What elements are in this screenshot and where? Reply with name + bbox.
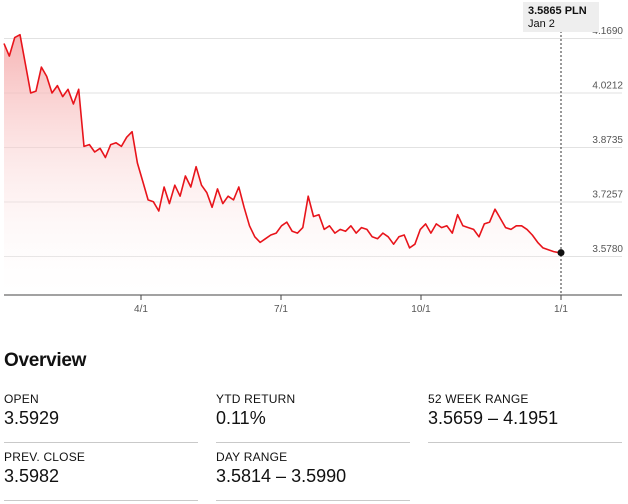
x-tick-label: 4/1 — [134, 304, 148, 315]
stat-label: OPEN — [4, 392, 39, 406]
stat-label: DAY RANGE — [216, 450, 288, 464]
stat-value: 3.5659 – 4.1951 — [428, 408, 559, 428]
stat-value: 3.5814 – 3.5990 — [216, 466, 347, 486]
x-tick-label: 1/1 — [554, 304, 568, 315]
y-tick-label: 4.0212 — [592, 81, 623, 92]
overview-heading: Overview — [4, 350, 87, 371]
x-axis-ticks: 4/1 7/1 10/1 1/1 — [134, 295, 568, 315]
price-tooltip: 3.5865 PLN Jan 2 — [523, 2, 599, 32]
stat-label: 52 WEEK RANGE — [428, 392, 529, 406]
x-tick-label: 10/1 — [411, 304, 431, 315]
stat-ytd-return: YTD RETURN 0.11% — [216, 392, 410, 443]
stat-day-range: DAY RANGE 3.5814 – 3.5990 — [216, 450, 410, 501]
price-area-fill — [4, 34, 559, 295]
y-tick-label: 3.8735 — [592, 135, 623, 146]
stat-prev-close: PREV. CLOSE 3.5982 — [4, 450, 198, 501]
tooltip-date: Jan 2 — [528, 18, 555, 30]
stat-value: 0.11% — [216, 408, 266, 428]
price-chart[interactable]: 4.1690 4.0212 3.8735 3.7257 3.5780 4/1 7/1 10/… — [0, 0, 628, 330]
x-tick-label: 7/1 — [274, 304, 288, 315]
tooltip-price: 3.5865 PLN — [528, 5, 587, 17]
tooltip-background — [523, 2, 599, 32]
stat-value: 3.5982 — [4, 466, 60, 486]
stat-open: OPEN 3.5929 — [4, 392, 198, 443]
last-point-marker[interactable] — [557, 249, 565, 257]
y-axis-labels: 4.1690 4.0212 3.8735 3.7257 3.5780 — [592, 26, 623, 255]
stat-52-week-range: 52 WEEK RANGE 3.5659 – 4.1951 — [428, 392, 622, 443]
stat-value: 3.5929 — [4, 408, 60, 428]
stat-label: YTD RETURN — [216, 392, 296, 406]
price-line — [3, 33, 560, 254]
y-tick-label: 3.7257 — [592, 190, 623, 201]
y-tick-label: 3.5780 — [592, 244, 623, 255]
y-tick-label: 4.1690 — [592, 26, 623, 37]
stat-label: PREV. CLOSE — [4, 450, 86, 464]
